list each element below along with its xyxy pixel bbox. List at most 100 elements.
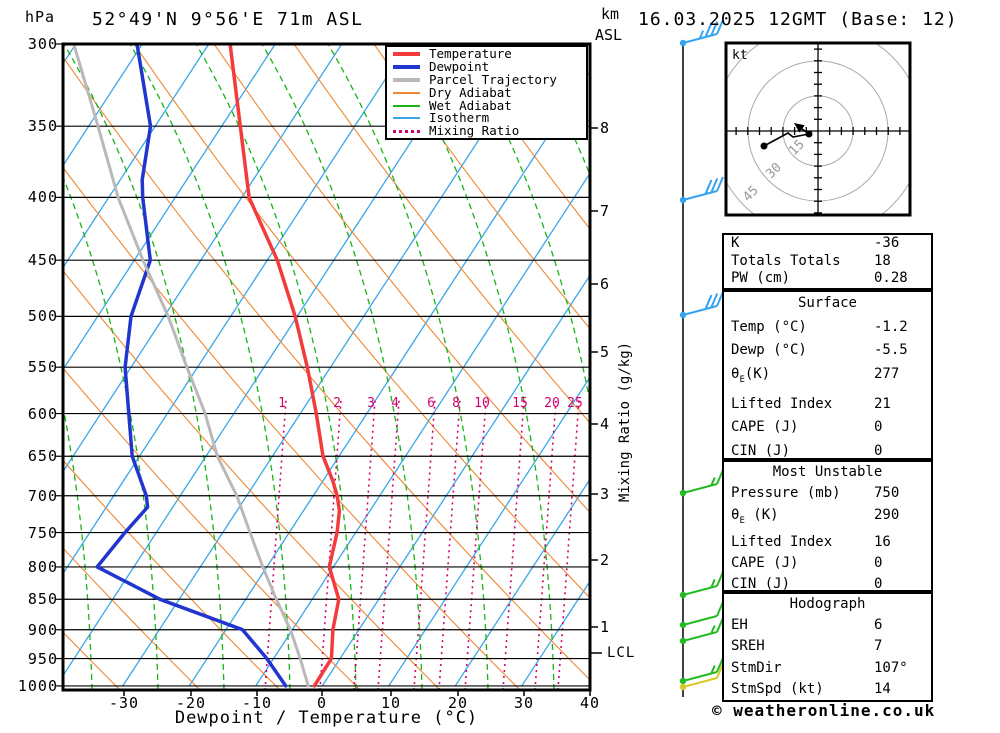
hodograph-ring-label: 45 [740,183,762,205]
table-row: Dewp (°C) -5.5 [724,339,931,363]
legend-item: Isotherm [393,112,586,125]
legend-line-sample [393,104,420,107]
temp-axis-ticks [123,690,591,696]
table-row-label: EH [731,617,748,634]
hodograph-dot [760,142,768,150]
table-row-value: 277 [874,366,900,383]
parcel-trajectory-curve [72,45,310,688]
km-tick-label: 7 [600,202,610,220]
pressure-tick-label: 1000 [17,676,58,695]
pressure-tick-label: 500 [27,307,58,326]
table-row: Pressure (mb) 750 [724,483,931,504]
legend-item-label: Dewpoint [429,59,490,75]
pressure-tick-label: 400 [27,188,58,207]
temp-tick-label: 10 [380,694,402,712]
table-row-label: Lifted Index [731,533,833,550]
mixing-ratio-lines [264,399,580,689]
table-row-label: Dewp (°C) [731,342,807,359]
isotherm-lines [64,45,589,687]
wind-barb [679,19,724,47]
hodograph-trace [763,132,810,147]
km-tick-label: 8 [600,119,610,137]
table-row: Lifted Index 16 [724,532,931,553]
table-row-value: 21 [874,395,891,412]
altitude-axis-unit-asl: ASL [595,26,623,44]
mixing-ratio-value-label: 3 [367,396,375,411]
km-tick-label: 4 [600,415,610,433]
table-row-value: -1.2 [874,318,908,335]
pressure-tick-label: 900 [27,620,58,639]
table-row-label: StmDir [731,659,782,676]
legend-line-sample [393,129,420,133]
temperature-curve [228,45,342,688]
legend-item: Mixing Ratio [393,123,586,139]
table-row-value: 7 [874,638,883,655]
mixing-ratio-value-label: 15 [512,396,528,411]
table-row-label: SREH [731,638,765,655]
table-row-label: θE (K) [731,506,779,526]
temp-tick-label: -10 [241,694,273,712]
pressure-tick-label: 550 [27,358,58,377]
table-title: Most Unstable [772,464,883,480]
wind-barb [679,291,724,319]
table-row: Totals Totals 18 [724,253,931,271]
table-row: PW (cm) 0.28 [724,270,931,288]
temp-tick-label: 30 [513,694,535,712]
table-row-label: Temp (°C) [731,318,807,335]
wind-barb [679,469,724,497]
wind-barb [679,657,724,685]
table-row: CIN (J) 0 [724,440,931,464]
hodograph-ring-label: 15 [786,137,808,159]
table-row-value: 0 [874,554,883,571]
table-row-value: 0 [874,419,883,436]
temp-tick-label: 40 [579,694,601,712]
table-row-label: θE(K) [731,366,771,385]
legend-line-sample [393,117,420,120]
legend-item-label: Parcel Trajectory [429,71,557,87]
wind-barb [679,176,724,204]
wind-barb [679,571,724,599]
legend-line-sample [393,65,420,70]
table-row-label: Pressure (mb) [731,485,841,502]
km-axis-ticks [590,127,602,654]
legend-line-sample [393,52,420,57]
pressure-tick-label: 300 [27,35,58,53]
pressure-tick-label: 450 [27,251,58,270]
hodograph-table: Hodograph EH 6 SREH 7 StmDir 107° StmSpd (kt) 14 [722,592,933,702]
table-row-label: Totals Totals [731,252,841,269]
legend-item-label: Dry Adiabat [429,84,512,100]
table-row-value: 0 [874,576,883,593]
legend-item: Parcel Trajectory [393,71,586,87]
pressure-tick-label: 950 [27,649,58,668]
mixing-ratio-value-label: 4 [391,396,399,411]
most-unstable-table: Most Unstable Pressure (mb) 750 θE (K) 290 Li… [722,460,933,592]
km-tick-label: 2 [600,551,610,569]
table-title: Surface [797,295,857,311]
wind-barb-column [679,19,724,697]
pressure-tick-label: 350 [27,117,58,136]
table-row-value: 107° [874,659,908,676]
table-row-label: CAPE (J) [731,554,799,571]
table-row: Lifted Index 21 [724,393,931,417]
table-row-value: 0 [874,443,883,460]
legend-item: Dry Adiabat [393,86,586,99]
table-row-value: -5.5 [874,342,908,359]
legend-item-label: Wet Adiabat [429,97,512,113]
table-row: Temp (°C) -1.2 [724,316,931,340]
table-row-value: 290 [874,506,900,523]
plot-border [61,42,592,692]
mixing-ratio-value-label: 20 [544,396,560,411]
table-row-value: -36 [874,235,900,251]
datetime-label: 16.03.2025 12GMT (Base: 12) [638,9,958,30]
hodograph-arrow [794,123,805,133]
table-row: SREH 7 [724,636,931,657]
legend-item-label: Mixing Ratio [429,123,520,139]
wind-barb [679,617,724,645]
pressure-tick-label: 850 [27,590,58,609]
table-row-label: Lifted Index [731,395,833,412]
lcl-label: LCL [607,645,636,661]
table-row: K -36 [724,235,931,253]
table-row-value: 6 [874,617,883,634]
